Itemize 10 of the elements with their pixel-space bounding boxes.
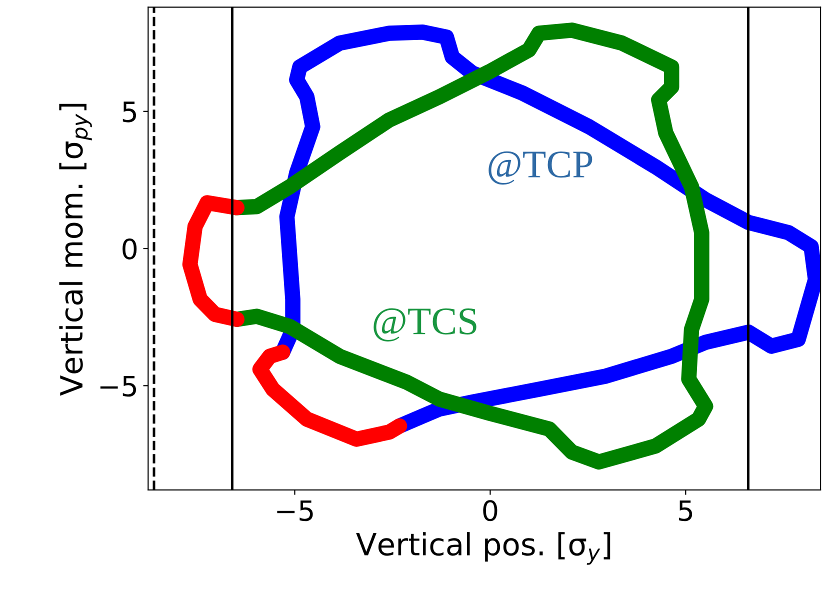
annotation: @TCS [374,308,476,342]
annotation: @TCP [488,151,592,185]
x-axis-title: Vertical pos. [σ$_{y}$] [356,532,610,565]
y-tick-label: 5 [122,102,136,122]
y-axis-title: Vertical mom. [σ$_{py}$] [59,104,92,396]
x-tick-label: 5 [678,500,692,522]
x-tick-label: −5 [277,500,313,522]
x-tick-label: 0 [483,500,498,522]
y-tick-label: 0 [122,238,137,260]
y-tick-label: −5 [100,376,136,397]
